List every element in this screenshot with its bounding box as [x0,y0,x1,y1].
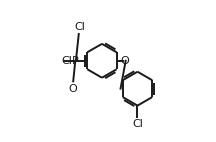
Text: P: P [72,56,79,66]
Text: Cl: Cl [61,56,72,66]
Text: Cl: Cl [132,119,143,129]
Text: O: O [69,84,77,94]
Text: O: O [120,56,129,66]
Text: Cl: Cl [75,22,85,32]
